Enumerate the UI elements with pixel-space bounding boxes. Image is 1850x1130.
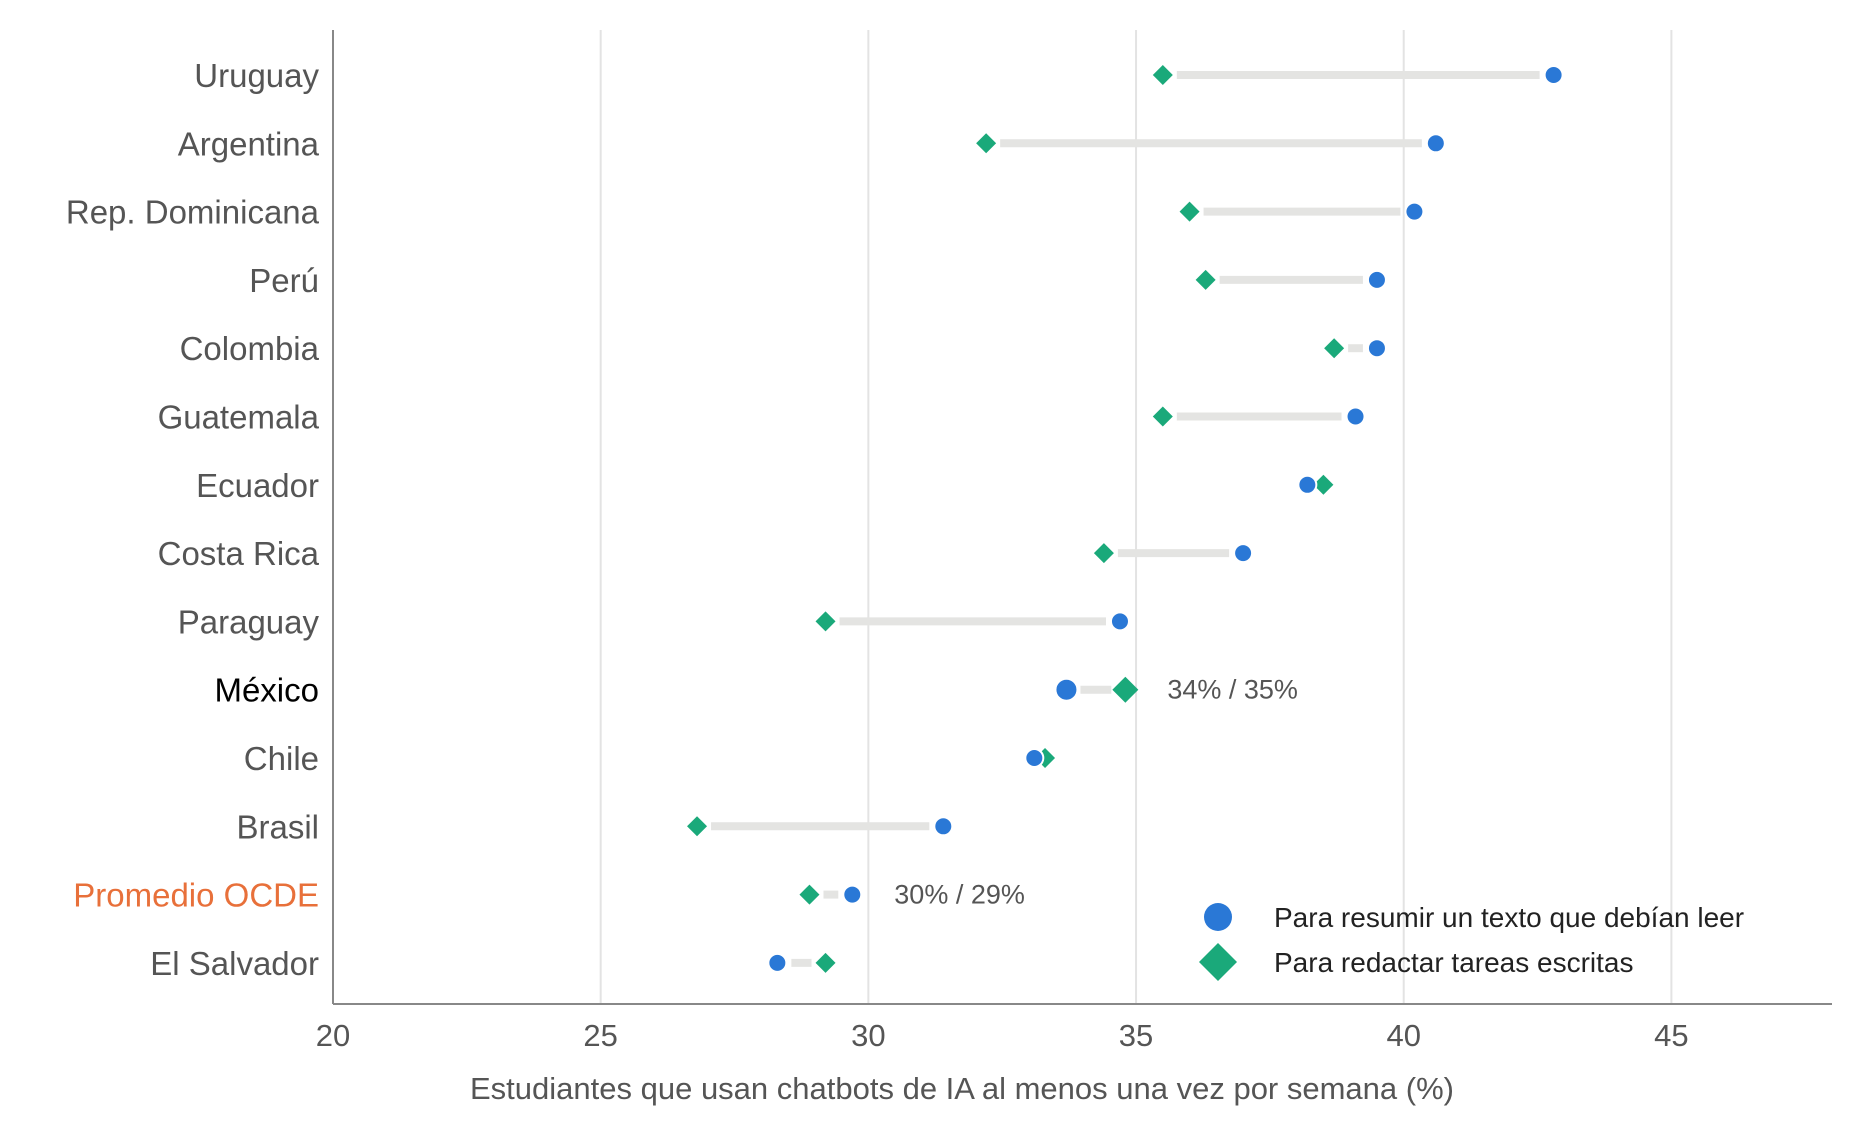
legend-label-resumir: Para resumir un texto que debían leer (1274, 902, 1744, 933)
marker-resumir-uruguay (1543, 65, 1564, 85)
y-label-chile: Chile (244, 740, 319, 777)
x-tick-label-40: 40 (1386, 1018, 1420, 1053)
gridlines (599, 30, 1673, 1004)
marker-resumir-brasil (933, 816, 954, 837)
marker-redactar-paraguay (815, 611, 836, 632)
marker-resumir-ecuador (1297, 474, 1318, 495)
marker-redactar-colombia (1324, 338, 1345, 359)
y-label-paraguay: Paraguay (178, 603, 320, 640)
marker-resumir-peru (1366, 269, 1387, 290)
marker-redactar-ecuador (1313, 474, 1334, 495)
marker-redactar-uruguay (1152, 65, 1173, 85)
y-label-el-salvador: El Salvador (150, 945, 319, 982)
marker-resumir-costa-rica (1233, 543, 1254, 564)
marker-redactar-el-salvador (815, 952, 836, 973)
marker-redactar-promedio-ocde (799, 884, 820, 905)
x-tick-label-30: 30 (851, 1018, 885, 1053)
marker-redactar-mexico (1112, 676, 1139, 703)
x-tick-label-20: 20 (316, 1018, 350, 1053)
y-label-argentina: Argentina (178, 125, 320, 162)
legend-marker-redactar (1199, 943, 1237, 981)
annotation-promedio-ocde: 30% / 29% (894, 880, 1025, 910)
annotation-mexico: 34% / 35% (1167, 675, 1298, 705)
marker-resumir-guatemala (1345, 406, 1366, 427)
legend-marker-resumir (1204, 903, 1232, 931)
annotations: 34% / 35% 30% / 29% (894, 675, 1298, 910)
marker-resumir-colombia (1366, 338, 1387, 359)
y-label-ecuador: Ecuador (196, 467, 319, 504)
axes (332, 30, 1832, 1005)
x-tick-label-45: 45 (1654, 1018, 1688, 1053)
marker-resumir-paraguay (1109, 611, 1130, 632)
data-marks (687, 65, 1564, 973)
marker-resumir-promedio-ocde (842, 884, 863, 905)
y-label-rep-dominicana: Rep. Dominicana (66, 194, 320, 231)
y-label-mexico: México (214, 672, 319, 709)
marker-resumir-el-salvador (767, 952, 788, 973)
y-label-costa-rica: Costa Rica (158, 535, 320, 572)
marker-redactar-guatemala (1152, 406, 1173, 427)
y-label-promedio-ocde: Promedio OCDE (73, 877, 319, 914)
marker-resumir-rep-dominicana (1404, 201, 1425, 222)
x-tick-label-35: 35 (1119, 1018, 1153, 1053)
x-tick-labels: 20 25 30 35 40 45 (316, 1018, 1689, 1053)
y-label-brasil: Brasil (236, 808, 319, 845)
x-tick-label-25: 25 (583, 1018, 617, 1053)
y-label-peru: Perú (249, 262, 319, 299)
legend: Para resumir un texto que debían leer Pa… (1199, 902, 1744, 981)
marker-redactar-argentina (976, 133, 997, 154)
marker-redactar-costa-rica (1093, 543, 1114, 564)
marker-redactar-rep-dominicana (1179, 201, 1200, 222)
y-label-colombia: Colombia (180, 330, 320, 367)
x-axis-title: Estudiantes que usan chatbots de IA al m… (470, 1071, 1454, 1106)
marker-resumir-chile (1024, 748, 1045, 768)
marker-resumir-argentina (1425, 133, 1446, 154)
marker-redactar-peru (1195, 269, 1216, 290)
marker-resumir-mexico (1054, 677, 1079, 702)
legend-label-redactar: Para redactar tareas escritas (1274, 947, 1634, 978)
marker-redactar-brasil (687, 816, 708, 837)
y-tick-labels: Uruguay Argentina Rep. Dominicana Perú Colom… (66, 57, 320, 982)
y-label-uruguay: Uruguay (194, 57, 319, 94)
y-label-guatemala: Guatemala (158, 399, 320, 436)
